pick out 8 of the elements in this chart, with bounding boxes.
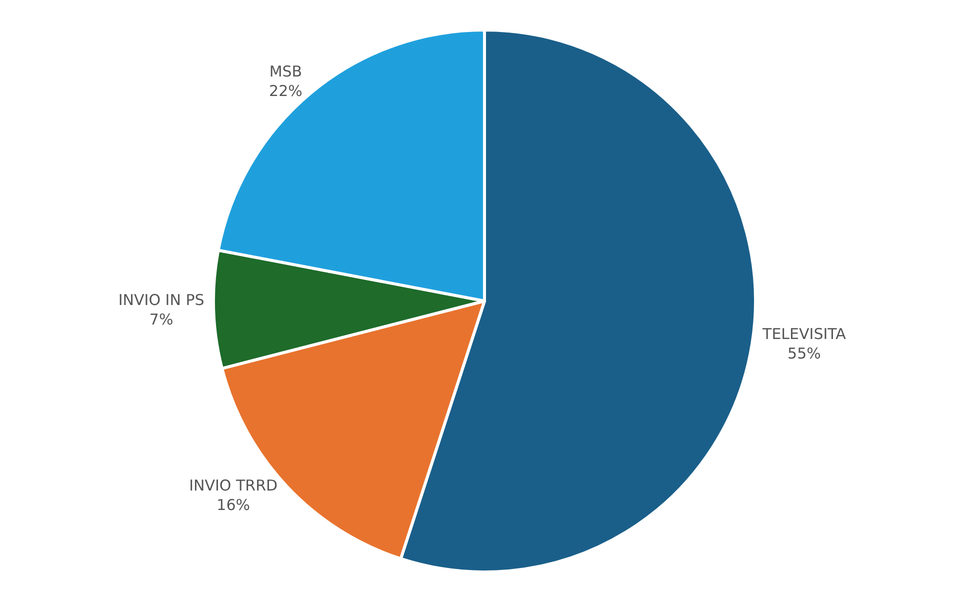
- slice-label: MSB: [269, 62, 302, 80]
- slice-label: INVIO TRRD: [189, 476, 278, 495]
- data-label: 55%: [788, 344, 821, 363]
- data-label: 16%: [216, 496, 250, 514]
- slice-label: TELEVISITA: [762, 325, 847, 344]
- data-label: 7%: [149, 310, 174, 328]
- data-label: 22%: [269, 82, 302, 100]
- slice-label: INVIO IN PS: [118, 290, 204, 309]
